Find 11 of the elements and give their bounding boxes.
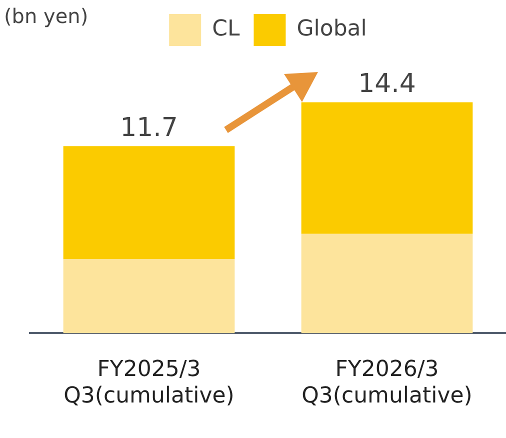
legend-label: CL (212, 16, 240, 42)
bar (63, 146, 235, 260)
bar (301, 102, 473, 234)
bar (63, 259, 235, 334)
legend-label: Global (296, 16, 367, 42)
annotation: 11.7 (120, 112, 178, 143)
bar (301, 234, 473, 334)
x-tick-label: FY2025/3 Q3(cumulative) (64, 357, 234, 409)
y-axis-title: (bn yen) (4, 4, 88, 28)
text: 14.4 (358, 68, 416, 99)
x-tick-label: FY2026/3 Q3(cumulative) (302, 357, 472, 409)
